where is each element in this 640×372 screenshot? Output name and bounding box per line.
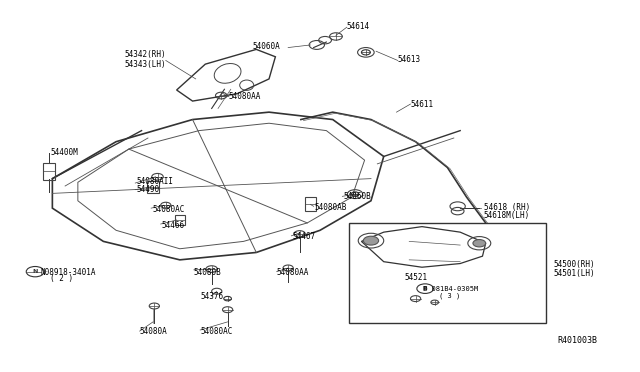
Text: 54080AA: 54080AA [276, 267, 309, 276]
Text: 54080AC: 54080AC [152, 205, 185, 214]
Text: 54080AC: 54080AC [200, 327, 232, 336]
Text: 54490: 54490 [136, 185, 159, 194]
Text: N: N [33, 269, 38, 274]
Text: 54376: 54376 [200, 292, 223, 301]
Text: ( 2 ): ( 2 ) [51, 274, 74, 283]
Text: 54342(RH): 54342(RH) [124, 51, 166, 60]
Text: 54080A: 54080A [140, 327, 168, 336]
Text: 54060B: 54060B [344, 192, 371, 201]
Text: R401003B: R401003B [557, 336, 597, 345]
Text: B: B [422, 286, 428, 291]
Text: 54613: 54613 [397, 55, 421, 64]
Text: 54060A: 54060A [253, 42, 280, 51]
Circle shape [473, 240, 486, 247]
Text: 54521: 54521 [404, 273, 428, 282]
Text: 54400M: 54400M [51, 148, 78, 157]
Bar [147, 181, 159, 193]
Bar [175, 215, 184, 225]
Text: ( 3 ): ( 3 ) [439, 293, 460, 299]
Text: B 081B4-0305M: B 081B4-0305M [423, 286, 479, 292]
Text: 54501(LH): 54501(LH) [554, 269, 595, 278]
Text: 54080AII: 54080AII [136, 177, 173, 186]
Circle shape [364, 236, 379, 245]
Text: 54080B: 54080B [194, 267, 221, 276]
Bar [44, 163, 55, 180]
Text: 54500(RH): 54500(RH) [554, 260, 595, 269]
Text: 54080AA: 54080AA [229, 92, 261, 101]
Text: 54618 (RH): 54618 (RH) [484, 203, 530, 212]
Text: 54343(LH): 54343(LH) [124, 60, 166, 69]
Bar [305, 198, 316, 211]
Text: 54614: 54614 [347, 22, 370, 31]
Text: 54611: 54611 [410, 100, 434, 109]
Text: N08918-3401A: N08918-3401A [41, 267, 97, 276]
Text: 54618M(LH): 54618M(LH) [484, 211, 530, 220]
Bar [349, 223, 546, 323]
Text: 54467: 54467 [292, 232, 316, 241]
Text: 54466: 54466 [162, 221, 185, 230]
Text: 54080AB: 54080AB [315, 203, 348, 212]
